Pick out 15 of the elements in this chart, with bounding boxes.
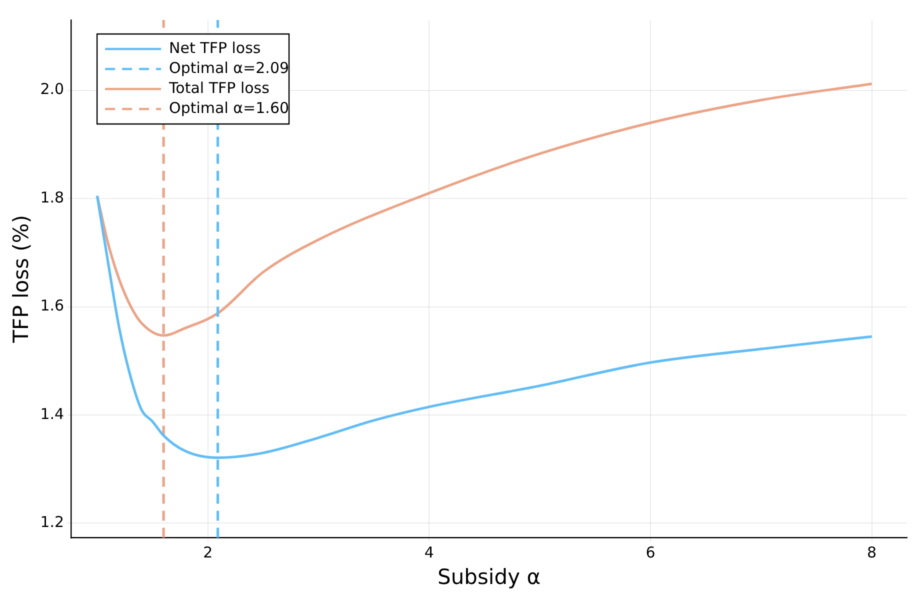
y-tick-label: 2.0 [40, 80, 64, 98]
ref-line-label: Optimal α=1.60 [169, 98, 290, 117]
y-tick-label: 1.4 [40, 404, 64, 423]
y-tick-label: 1.2 [40, 513, 64, 532]
legend-label: Total TFP loss [168, 78, 270, 97]
legend-label: Net TFP loss [169, 38, 261, 57]
y-axis-title: TFP loss (%) [9, 214, 34, 344]
y-tick-label: 1.8 [40, 188, 64, 206]
x-tick-label: 8 [867, 544, 877, 562]
x-tick-label: 2 [203, 544, 213, 562]
x-tick-label: 4 [424, 544, 434, 562]
x-axis-title: Subsidy α [438, 564, 541, 589]
y-tick-label: 1.6 [40, 296, 64, 315]
x-tick-label: 6 [646, 544, 656, 562]
ref-line-label: Optimal α=2.09 [169, 58, 290, 77]
